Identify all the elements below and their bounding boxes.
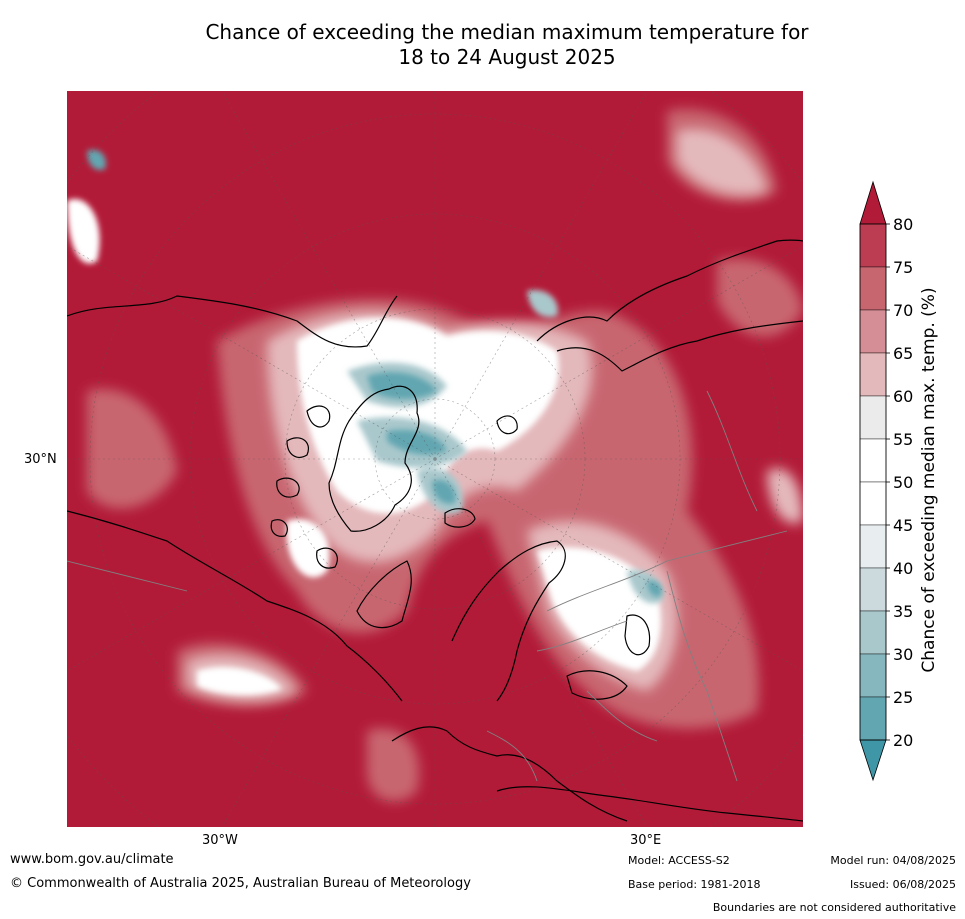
graticule: [67, 91, 803, 827]
mediterranean-coast: [496, 786, 803, 822]
colorbar-tick-label: 45: [893, 516, 913, 535]
footer-base-period: Base period: 1981-2018: [628, 878, 761, 891]
colorbar-block: [859, 481, 887, 526]
colorbar-tick-label: 25: [893, 688, 913, 707]
map-canvas: [67, 91, 803, 827]
lon-label-30w: 30°W: [202, 833, 238, 848]
colorbar-block: [859, 653, 887, 698]
colorbar-tick-label: 40: [893, 559, 913, 578]
greenland-coast: [328, 385, 420, 532]
europe-coast: [391, 726, 628, 822]
colorbar-tick-label: 20: [893, 731, 913, 750]
zone-30-35: [347, 290, 663, 604]
colorbar-ticks: 80 75 70 65 60 55 50 45 40 35 30 25 20: [886, 215, 913, 750]
probability-field: [67, 109, 803, 802]
colorbar-block: [859, 395, 887, 440]
colorbar-block: [859, 309, 887, 354]
iceland-coast: [444, 508, 476, 528]
colorbar-block: [859, 610, 887, 655]
colorbar-blocks: [859, 223, 887, 741]
colorbar-block: [859, 524, 887, 569]
colorbar-tick-label: 50: [893, 473, 913, 492]
colorbar-tick-label: 80: [893, 215, 913, 234]
footer-model-run: Model run: 04/08/2025: [830, 854, 956, 867]
colorbar-tick-label: 75: [893, 258, 913, 277]
colorbar-title: Chance of exceeding median max. temp. (%…: [919, 287, 939, 673]
black-sea-coast: [566, 670, 628, 700]
arctic-islands-coast: [270, 405, 338, 569]
colorbar-block: [859, 223, 887, 268]
svalbard-coast: [496, 415, 518, 435]
colorbar-tick-label: 60: [893, 387, 913, 406]
caspian-sea-coast: [624, 614, 651, 656]
colorbar-tick-label: 55: [893, 430, 913, 449]
lon-label-30e: 30°E: [630, 833, 662, 848]
colorbar-extend-top: [859, 180, 887, 225]
footer-website: www.bom.gov.au/climate: [10, 852, 174, 867]
colorbar-tick-label: 65: [893, 344, 913, 363]
country-boundaries: [67, 390, 788, 782]
colorbar-block: [859, 696, 887, 741]
footer-model: Model: ACCESS-S2: [628, 854, 730, 867]
scandinavia-coast: [451, 540, 566, 702]
map-title-line2: 18 to 24 August 2025: [398, 45, 616, 69]
hudson-bay-coast: [356, 560, 412, 629]
map-title-line1: Chance of exceeding the median maximum t…: [205, 20, 809, 44]
colorbar-extend-bottom: [859, 739, 887, 782]
colorbar-block: [859, 352, 887, 397]
colorbar-tick-label: 30: [893, 645, 913, 664]
colorbar-block: [859, 266, 887, 311]
colorbar-tick-label: 35: [893, 602, 913, 621]
zone-20-25: [87, 149, 663, 597]
footer-issued: Issued: 06/08/2025: [849, 878, 956, 891]
footer-disclaimer: Boundaries are not considered authoritat…: [712, 901, 956, 914]
colorbar-block: [859, 438, 887, 483]
colorbar-block: [859, 567, 887, 612]
map-title: Chance of exceeding the median maximum t…: [67, 20, 947, 70]
colorbar-tick-label: 70: [893, 301, 913, 320]
probability-map: [67, 91, 803, 827]
north-america-coast: [67, 295, 403, 702]
eurasia-north-coast: [536, 239, 803, 372]
colorbar: 80 75 70 65 60 55 50 45 40 35 30 25 20: [859, 180, 913, 782]
coastlines: [67, 239, 803, 822]
lat-label-30n: 30°N: [24, 452, 57, 467]
footer-copyright: © Commonwealth of Australia 2025, Austra…: [10, 876, 471, 891]
